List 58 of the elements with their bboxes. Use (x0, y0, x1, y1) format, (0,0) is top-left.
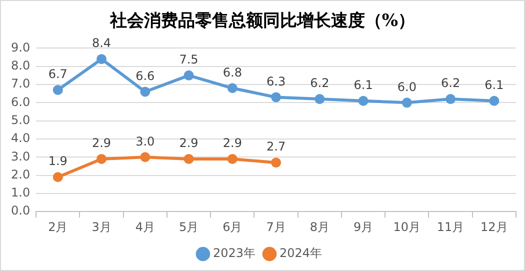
data-label: 6.6 (136, 68, 155, 83)
point (140, 86, 150, 97)
point (446, 94, 456, 104)
data-label: 8.4 (92, 36, 112, 50)
point (96, 154, 107, 164)
y-tick-label: 6.0 (10, 94, 30, 109)
data-label: 1.9 (48, 154, 68, 168)
x-tick-label: 5月 (178, 220, 199, 234)
point (271, 92, 282, 102)
y-tick-label: 3.0 (10, 149, 30, 164)
data-label: 3.0 (136, 134, 155, 148)
x-tick-label: 12月 (480, 220, 508, 234)
data-label: 6.1 (484, 78, 504, 92)
data-label: 2.9 (92, 136, 112, 150)
point (489, 96, 500, 106)
data-label: 6.1 (354, 78, 373, 92)
data-label: 6.2 (441, 76, 460, 90)
point (402, 98, 412, 108)
point (52, 172, 63, 182)
y-tick-label: 5.0 (10, 112, 30, 127)
point (358, 96, 368, 106)
chart-title: 社会消费品零售总额同比增长速度（%） (108, 10, 416, 32)
y-tick-label: 4.0 (10, 131, 30, 146)
x-tick-label: 6月 (222, 220, 242, 234)
y-tick-label: 1.0 (10, 186, 30, 200)
point (271, 158, 282, 168)
data-label: 2.9 (222, 136, 242, 150)
point (52, 84, 63, 95)
y-tick-label: 0.0 (10, 204, 30, 218)
data-label: 2.9 (179, 136, 198, 150)
x-tick-label: 3月 (92, 220, 112, 234)
point (140, 152, 150, 162)
y-tick-label: 9.0 (10, 40, 30, 54)
legend-label: 2023年 (212, 246, 256, 260)
point (184, 154, 194, 164)
data-label: 6.3 (266, 74, 286, 88)
point (227, 83, 238, 94)
point (227, 154, 238, 164)
data-label: 6.8 (222, 65, 242, 80)
data-label: 6.2 (310, 76, 330, 90)
data-label: 7.5 (179, 52, 198, 67)
x-tick-label: 8月 (310, 220, 330, 234)
x-tick-label: 7月 (266, 220, 286, 234)
point (96, 54, 107, 64)
x-tick-label: 9月 (353, 220, 374, 234)
y-tick-label: 2.0 (10, 167, 30, 182)
x-tick-label: 11月 (436, 220, 464, 234)
data-label: 2.7 (266, 140, 286, 154)
legend-label: 2024年 (280, 246, 322, 260)
data-label: 6.0 (397, 80, 416, 94)
y-tick-label: 7.0 (10, 76, 30, 91)
x-tick-label: 4月 (135, 220, 155, 234)
y-tick-label: 8.0 (10, 58, 30, 72)
data-label: 6.7 (48, 67, 68, 82)
point (314, 94, 325, 104)
x-tick-label: 2月 (48, 220, 68, 234)
point (184, 70, 194, 80)
x-tick-label: 10月 (393, 220, 421, 234)
